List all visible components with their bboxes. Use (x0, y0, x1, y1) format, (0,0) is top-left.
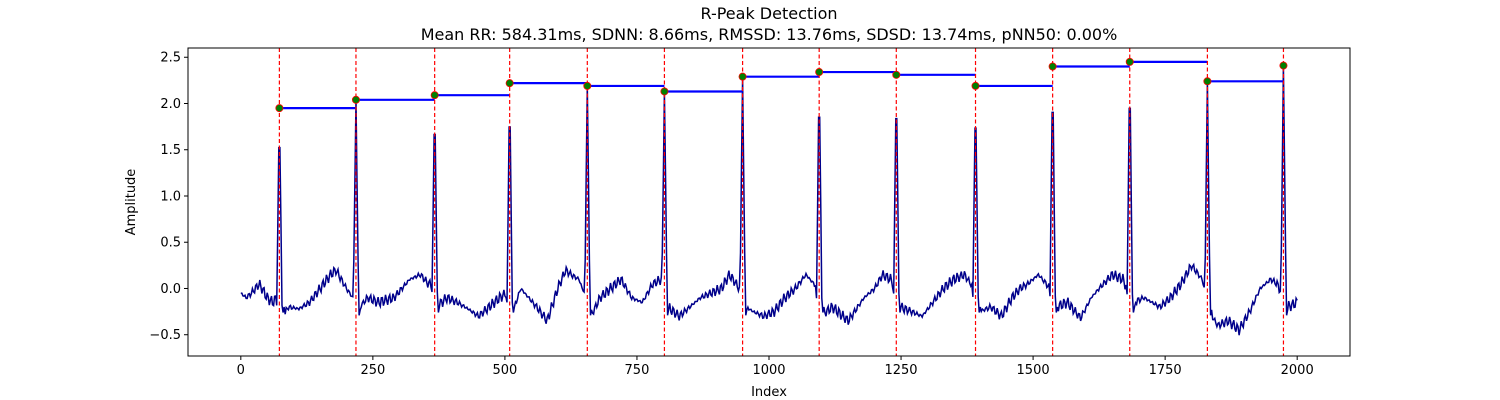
y-tick-label: −0.5 (149, 328, 181, 343)
x-axis-label: Index (751, 385, 787, 400)
x-tick-label: 500 (492, 363, 517, 378)
r-peak-point (1048, 62, 1057, 71)
y-tick-label: 1.5 (160, 143, 181, 158)
ecg-signal-line (240, 65, 1298, 336)
r-peak-point (971, 81, 980, 90)
x-tick-label: 1750 (1149, 363, 1182, 378)
x-tick-label: 750 (625, 363, 650, 378)
r-peak-point (351, 95, 360, 104)
r-peak-point (1125, 57, 1134, 66)
r-peak-point (275, 104, 284, 113)
y-tick-label: 0.5 (160, 236, 181, 251)
chart-subtitle: Mean RR: 584.31ms, SDNN: 8.66ms, RMSSD: … (421, 25, 1118, 44)
r-peak-point (738, 72, 747, 81)
x-axis: 0 250 500 750 1000 1250 1500 1750 2000 (237, 356, 1314, 378)
x-tick-label: 1250 (884, 363, 917, 378)
y-tick-label: 2.0 (160, 97, 181, 112)
x-tick-label: 1000 (752, 363, 785, 378)
y-axis: −0.5 0.0 0.5 1.0 1.5 2.0 2.5 (149, 51, 188, 343)
y-axis-label: Amplitude (124, 169, 139, 236)
chart-title: R-Peak Detection (700, 4, 837, 23)
y-tick-label: 0.0 (160, 282, 181, 297)
r-peak-point (583, 81, 592, 90)
x-tick-label: 250 (360, 363, 385, 378)
r-peak-point (430, 91, 439, 100)
r-peak-point (505, 79, 514, 88)
r-peak-point (1203, 77, 1212, 86)
r-peak-point (815, 68, 824, 77)
y-tick-label: 2.5 (160, 51, 181, 66)
y-tick-label: 1.0 (160, 189, 181, 204)
x-tick-label: 1500 (1017, 363, 1050, 378)
r-peak-point (892, 70, 901, 79)
x-tick-label: 0 (237, 363, 245, 378)
r-peak-point (1279, 61, 1288, 70)
r-peak-point (660, 87, 669, 96)
plot-area (240, 48, 1298, 356)
x-tick-label: 2000 (1281, 363, 1314, 378)
